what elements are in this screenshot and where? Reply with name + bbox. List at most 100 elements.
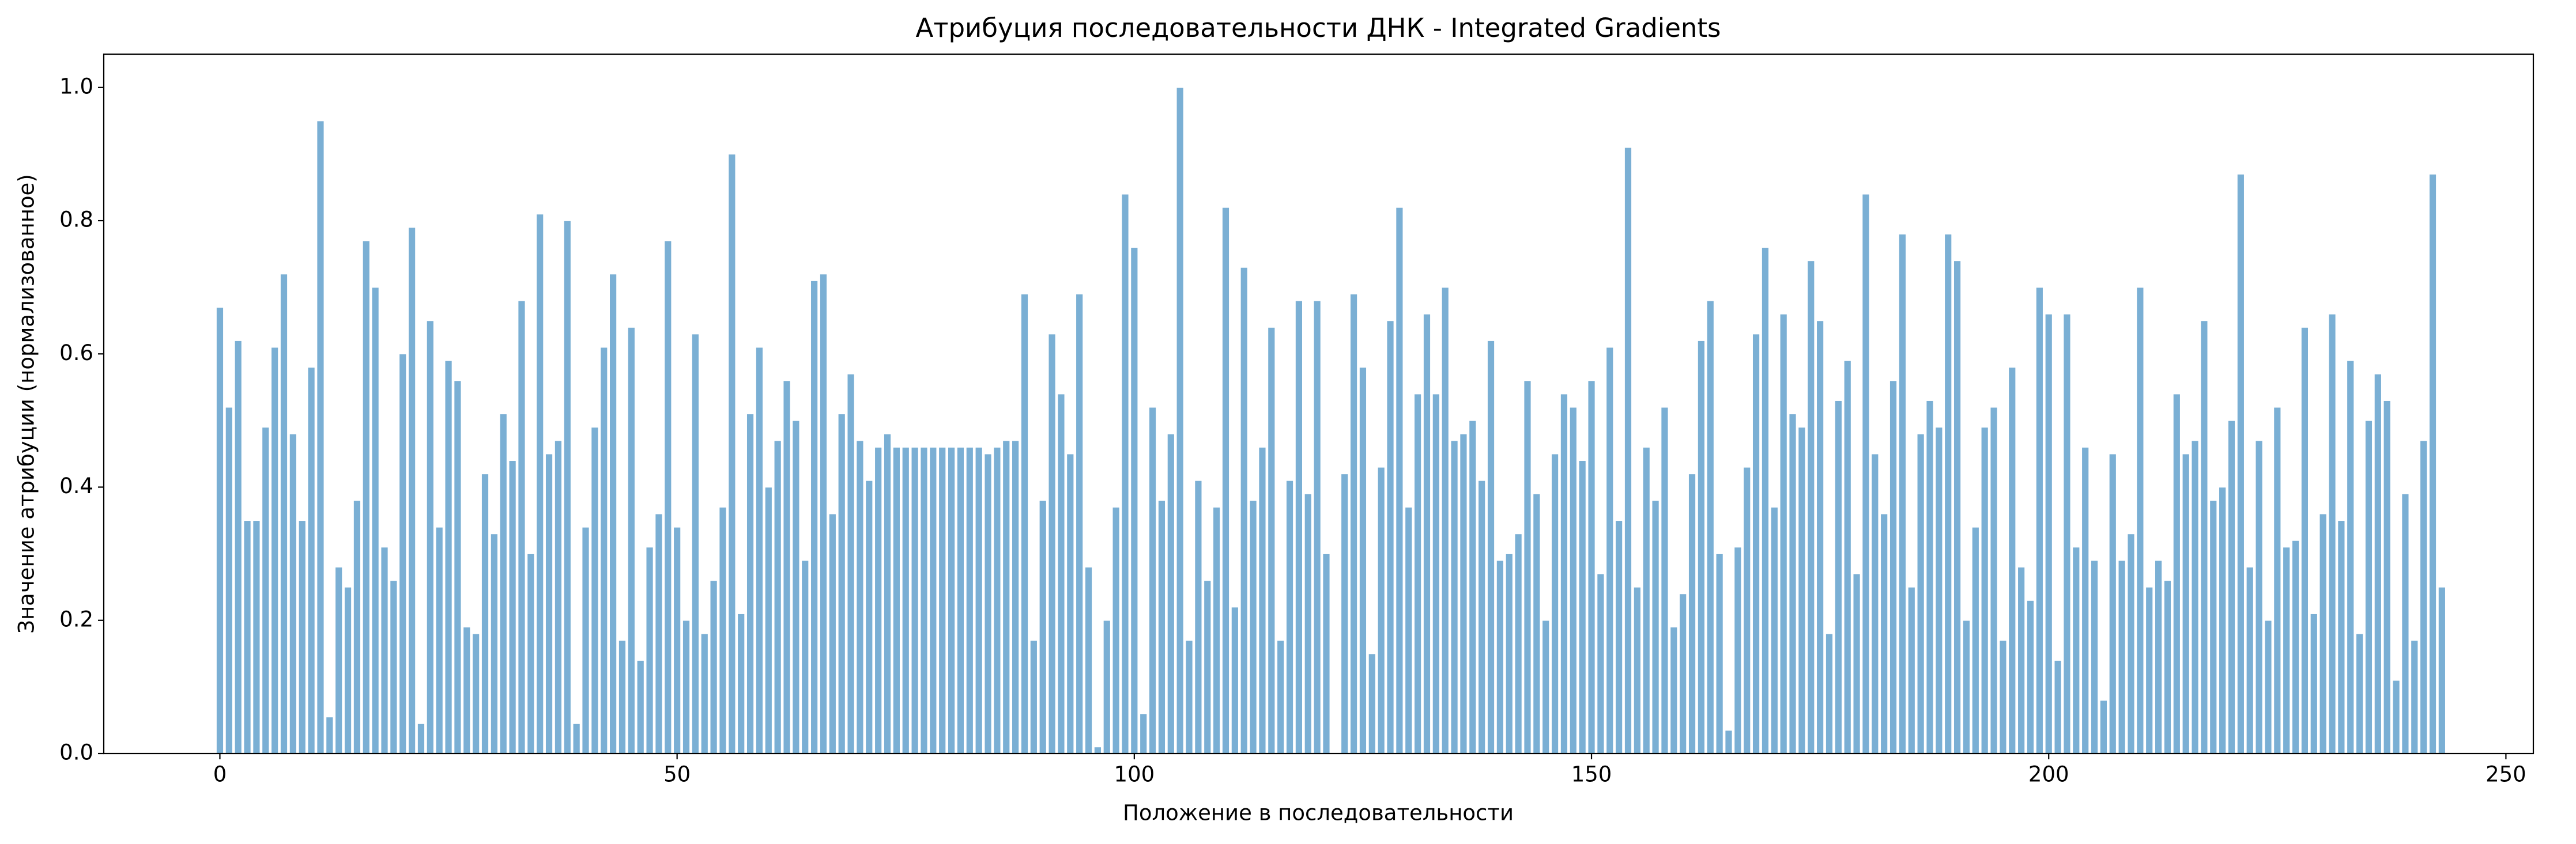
bar [1788, 413, 1797, 754]
bar [1870, 453, 1879, 754]
bar [599, 346, 608, 754]
bar [554, 440, 563, 754]
bar [2136, 286, 2144, 754]
bar [1706, 300, 1715, 754]
bar [609, 273, 617, 754]
y-tick-label: 0.2 [59, 607, 93, 631]
bar [1834, 400, 1843, 754]
bar [1825, 633, 1834, 754]
bar [2264, 620, 2273, 754]
bar [1551, 453, 1559, 754]
bar [1423, 313, 1431, 754]
bar [846, 373, 855, 754]
bar [911, 446, 919, 754]
bar [2090, 559, 2099, 754]
bar [1167, 433, 1175, 754]
bar [1496, 559, 1504, 754]
bar [344, 586, 352, 754]
y-tick-label: 0.6 [59, 340, 93, 365]
bar [1386, 320, 1395, 754]
bar [2355, 633, 2364, 754]
bar [462, 626, 471, 754]
bar [1432, 393, 1440, 754]
bar [2419, 440, 2428, 754]
bar [1459, 433, 1468, 754]
bar [1349, 293, 1358, 754]
bar [1322, 553, 1331, 754]
bar [2374, 373, 2382, 754]
bar [2118, 559, 2126, 754]
bar [426, 320, 435, 754]
bar [965, 446, 974, 754]
bar [2209, 499, 2217, 754]
bar [1148, 407, 1157, 754]
bar [855, 440, 865, 754]
bar [216, 306, 224, 754]
bar [2410, 639, 2419, 754]
bar [1779, 313, 1788, 754]
bar [2401, 493, 2410, 754]
chart-title: Атрибуция последовательности ДНК - Integ… [915, 13, 1721, 43]
bar [663, 240, 672, 754]
bar [1157, 499, 1166, 754]
bar [1596, 573, 1605, 754]
bar [398, 353, 407, 754]
bar [1541, 620, 1550, 754]
bar [710, 580, 718, 754]
bar [1660, 407, 1669, 754]
bar [517, 300, 526, 754]
bar [1304, 493, 1312, 754]
bar [1212, 506, 1221, 754]
bar [1231, 606, 1239, 754]
bar [1221, 207, 1230, 754]
bar [2200, 320, 2209, 754]
bar [838, 413, 846, 754]
bar [1688, 473, 1696, 754]
bar [1605, 346, 1614, 754]
bar [975, 446, 983, 754]
bar [1560, 393, 1568, 754]
bar [1944, 233, 1952, 754]
bar [2026, 600, 2035, 754]
bar [1194, 480, 1202, 754]
bar [508, 460, 517, 754]
bar [2154, 559, 2163, 754]
bar [1185, 639, 1194, 754]
bar [2383, 400, 2392, 754]
bar [1002, 440, 1010, 754]
bar [755, 346, 764, 754]
bar [325, 716, 334, 754]
bar [865, 480, 873, 754]
bar [1395, 207, 1404, 754]
bar [801, 559, 809, 754]
bar [380, 546, 389, 754]
bar [2319, 513, 2328, 754]
bar [618, 639, 627, 754]
bar [1953, 260, 1962, 754]
bar [1925, 400, 1934, 754]
bar [453, 380, 462, 754]
bar [2254, 440, 2264, 754]
bar [2081, 446, 2090, 754]
bar [1514, 533, 1523, 754]
bar [718, 506, 727, 754]
bar [828, 513, 837, 754]
bar [1697, 340, 1706, 754]
bar [645, 546, 654, 754]
bar [1852, 573, 1861, 754]
bar [1267, 327, 1276, 754]
bar [2337, 520, 2345, 754]
bar [1934, 426, 1943, 754]
bar [1651, 499, 1660, 754]
plot-frame [103, 53, 2534, 755]
bar [2364, 420, 2373, 754]
bar [673, 527, 681, 754]
bar [654, 513, 663, 754]
bar [791, 420, 800, 754]
bar [1679, 593, 1687, 754]
x-tick-label: 250 [2486, 762, 2526, 787]
x-tick-label: 200 [2028, 762, 2069, 787]
bar [883, 433, 892, 754]
bar [481, 473, 489, 754]
